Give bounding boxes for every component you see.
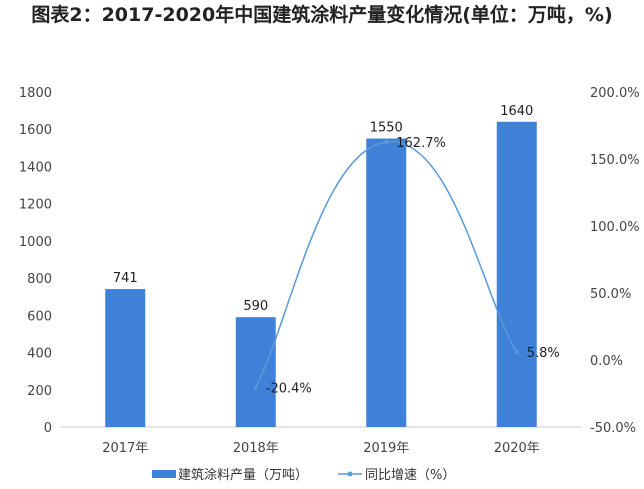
legend-line-marker bbox=[347, 471, 353, 477]
left-axis-tick: 400 bbox=[27, 347, 52, 362]
x-axis-tick: 2020年 bbox=[494, 441, 540, 456]
bar bbox=[496, 121, 537, 428]
bar-data-label: 1550 bbox=[370, 121, 403, 136]
left-axis-tick: 1200 bbox=[19, 198, 52, 213]
line-data-label: -20.4% bbox=[266, 381, 312, 396]
right-axis-tick: 100.0% bbox=[590, 220, 640, 235]
growth-point bbox=[384, 139, 389, 144]
bar bbox=[235, 317, 276, 427]
left-axis-tick: 1800 bbox=[19, 86, 52, 101]
legend-bar-label: 建筑涂料产量（万吨） bbox=[178, 467, 308, 483]
left-axis-tick: 0 bbox=[44, 421, 52, 436]
bar-data-label: 1640 bbox=[500, 104, 533, 119]
bar bbox=[366, 138, 407, 427]
left-axis-tick: 600 bbox=[27, 309, 52, 324]
left-axis-tick: 1000 bbox=[19, 235, 52, 250]
bar-data-label: 741 bbox=[113, 271, 138, 286]
x-axis-tick: 2019年 bbox=[363, 441, 409, 456]
left-axis-tick: 200 bbox=[27, 384, 52, 399]
left-axis-tick: 800 bbox=[27, 272, 52, 287]
growth-point bbox=[514, 350, 519, 355]
growth-point bbox=[253, 385, 258, 390]
legend-bar-swatch bbox=[152, 470, 176, 478]
line-data-label: 162.7% bbox=[396, 136, 446, 151]
right-axis-tick: -50.0% bbox=[590, 421, 636, 436]
bar-data-label: 590 bbox=[243, 299, 268, 314]
legend-line-label: 同比增速（%） bbox=[365, 468, 455, 483]
left-axis-tick: 1600 bbox=[19, 123, 52, 138]
right-axis-tick: 50.0% bbox=[590, 287, 631, 302]
right-axis-tick: 200.0% bbox=[590, 86, 640, 101]
x-axis-tick: 2018年 bbox=[233, 441, 279, 456]
bar bbox=[105, 289, 146, 427]
chart-title: 图表2：2017-2020年中国建筑涂料产量变化情况(单位：万吨，%) bbox=[31, 4, 613, 26]
line-data-label: 5.8% bbox=[527, 346, 560, 361]
x-axis-tick: 2017年 bbox=[102, 441, 148, 456]
left-axis-tick: 1400 bbox=[19, 160, 52, 175]
right-axis-tick: 150.0% bbox=[590, 153, 640, 168]
right-axis-tick: 0.0% bbox=[590, 354, 623, 369]
